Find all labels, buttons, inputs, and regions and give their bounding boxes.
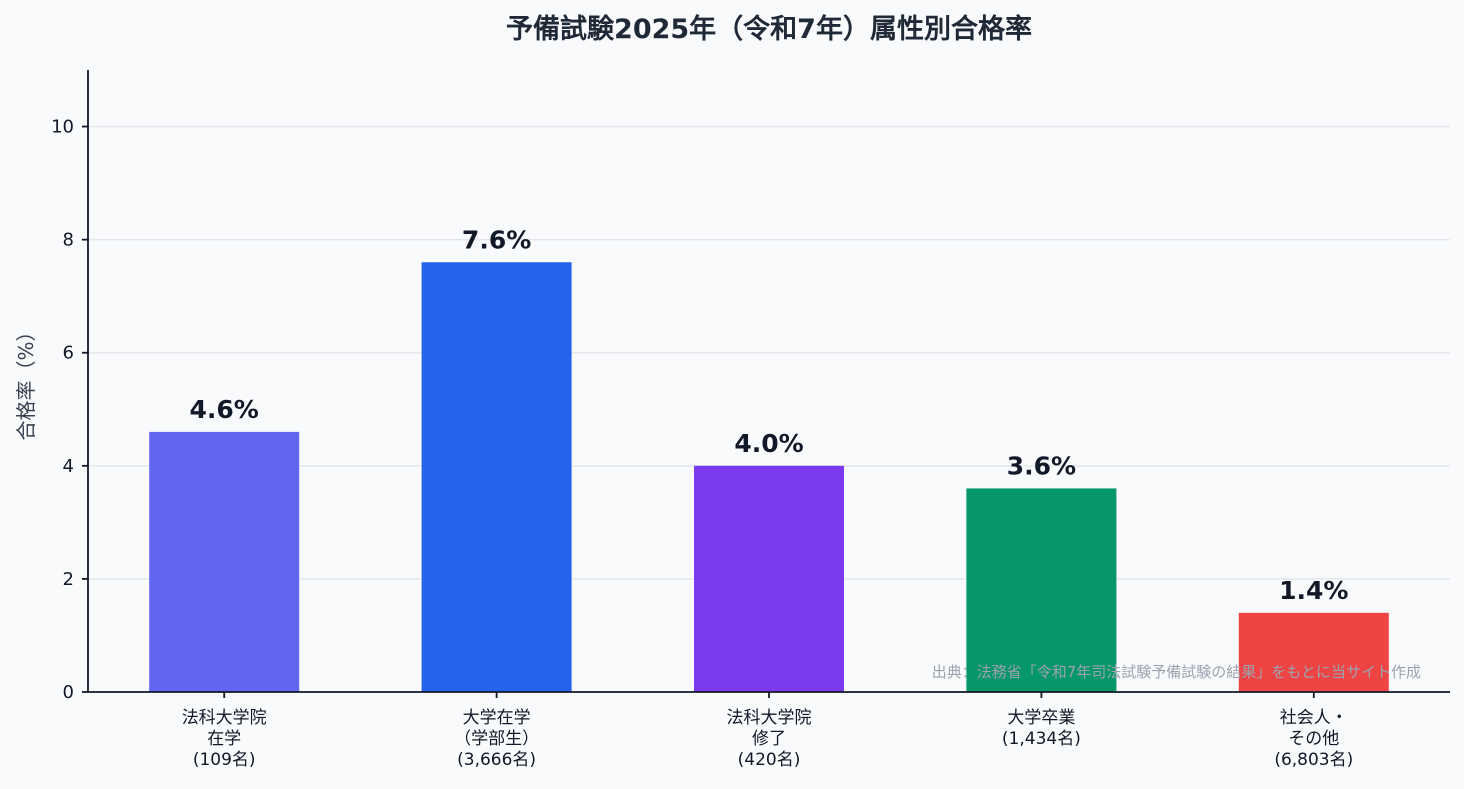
y-tick-label-2: 2 [63, 569, 74, 590]
category-label-line: 法科大学院 [182, 708, 267, 728]
y-axis-label: 合格率（%） [14, 321, 38, 440]
category-label-line: （学部生） [454, 729, 539, 749]
category-label-line: 在学 [207, 729, 241, 749]
category-label-2: 法科大学院修了(420名) [727, 708, 812, 770]
bars [149, 262, 1389, 692]
data-label-4: 1.4% [1279, 576, 1348, 605]
category-label-line: 大学卒業 [1007, 708, 1075, 728]
y-tick-label-4: 4 [63, 456, 74, 477]
bar-4 [1238, 612, 1389, 692]
data-label-3: 3.6% [1007, 451, 1076, 480]
source-note: 出典：法務省「令和7年司法試験予備試験の結果」をもとに当サイト作成 [932, 663, 1421, 681]
category-label-4: 社会人・その他(6,803名) [1274, 708, 1353, 770]
bar-1 [421, 262, 572, 692]
bar-0 [149, 431, 300, 692]
y-tick-label-6: 6 [63, 343, 74, 364]
category-label-line: 社会人・ [1280, 708, 1348, 728]
data-label-1: 7.6% [462, 225, 531, 254]
axes [82, 70, 1450, 698]
bar-2 [694, 465, 844, 692]
data-label-2: 4.0% [734, 429, 803, 458]
y-tick-label-8: 8 [63, 230, 74, 251]
category-label-0: 法科大学院在学(109名) [182, 708, 267, 770]
grid-lines [88, 125, 1450, 580]
category-label-line: 法科大学院 [727, 708, 812, 728]
bar-3 [966, 488, 1117, 692]
data-label-0: 4.6% [190, 395, 259, 424]
category-label-line: (1,434名) [1002, 729, 1081, 749]
category-label-line: 修了 [752, 729, 786, 749]
category-label-line: その他 [1288, 729, 1339, 749]
labels: 02468104.6%法科大学院在学(109名)7.6%大学在学（学部生）(3,… [51, 117, 1353, 770]
category-label-line: (6,803名) [1274, 750, 1353, 770]
category-label-line: (3,666名) [457, 750, 536, 770]
y-tick-label-10: 10 [51, 117, 74, 138]
y-tick-label-0: 0 [63, 682, 74, 703]
category-label-line: 大学在学 [463, 708, 531, 728]
chart-title: 予備試験2025年（令和7年）属性別合格率 [506, 13, 1032, 45]
category-label-1: 大学在学（学部生）(3,666名) [454, 708, 539, 770]
category-label-line: (109名) [193, 750, 256, 770]
category-label-line: (420名) [738, 750, 801, 770]
category-label-3: 大学卒業(1,434名) [1002, 708, 1081, 749]
